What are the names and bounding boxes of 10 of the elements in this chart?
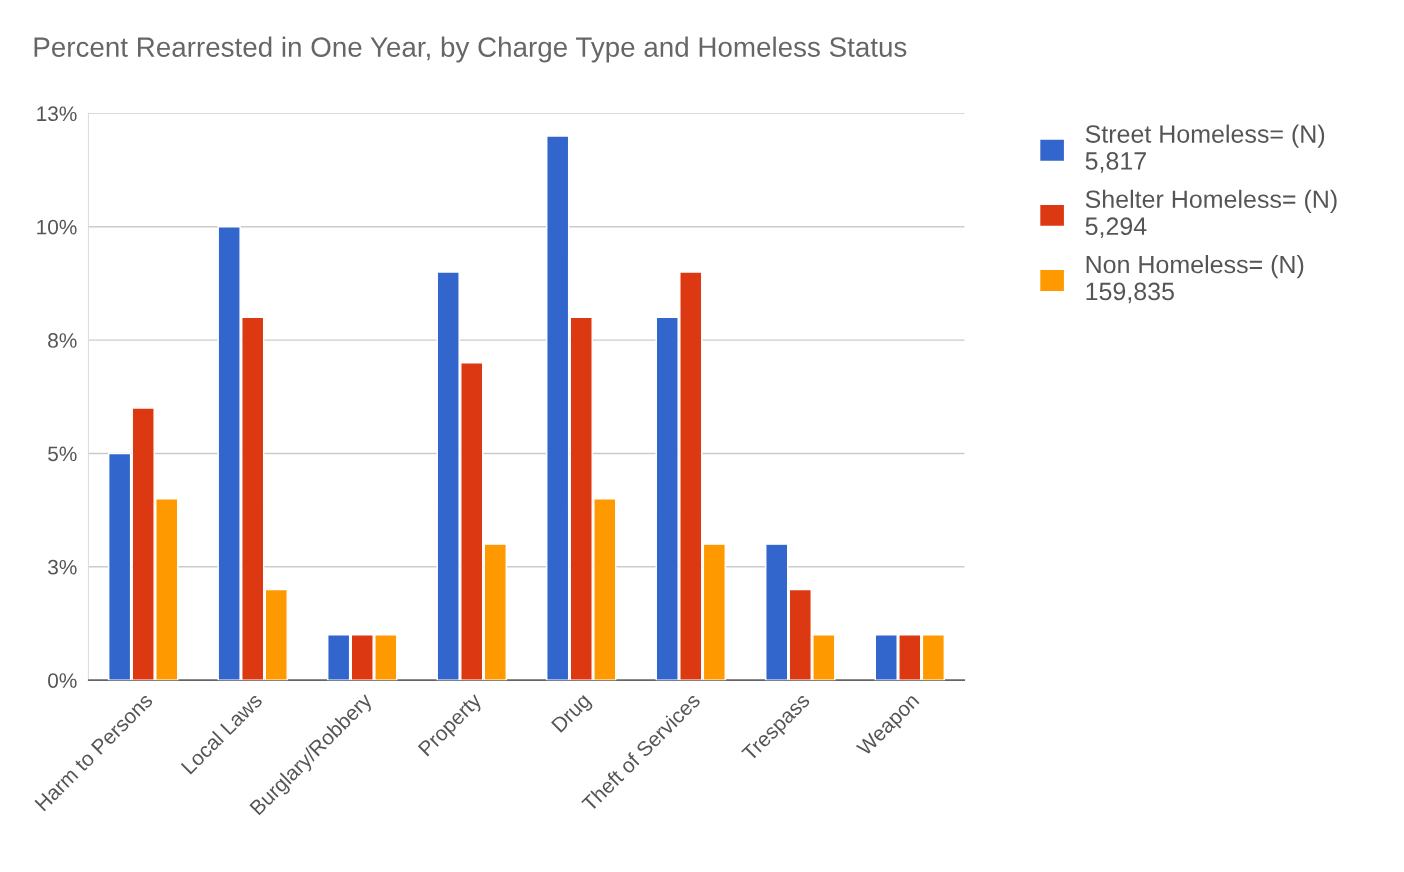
y-tick-label: 0% — [48, 673, 77, 688]
legend-label: Shelter Homeless= (N) 5,294 — [1085, 189, 1337, 238]
legend-label: Street Homeless= (N) 5,817 — [1085, 124, 1325, 173]
legend-label: Non Homeless= (N) 159,835 — [1086, 254, 1304, 304]
chart-title: Percent Rearrested in One Year, by Charge Type and Homeless Status — [34, 36, 907, 63]
y-tick-label: 5% — [48, 446, 77, 462]
y-tick-label: 13% — [37, 106, 77, 122]
y-tick-label: 10% — [37, 219, 77, 235]
y-tick-label: 8% — [48, 333, 77, 348]
y-tick-label: 3% — [48, 559, 77, 575]
